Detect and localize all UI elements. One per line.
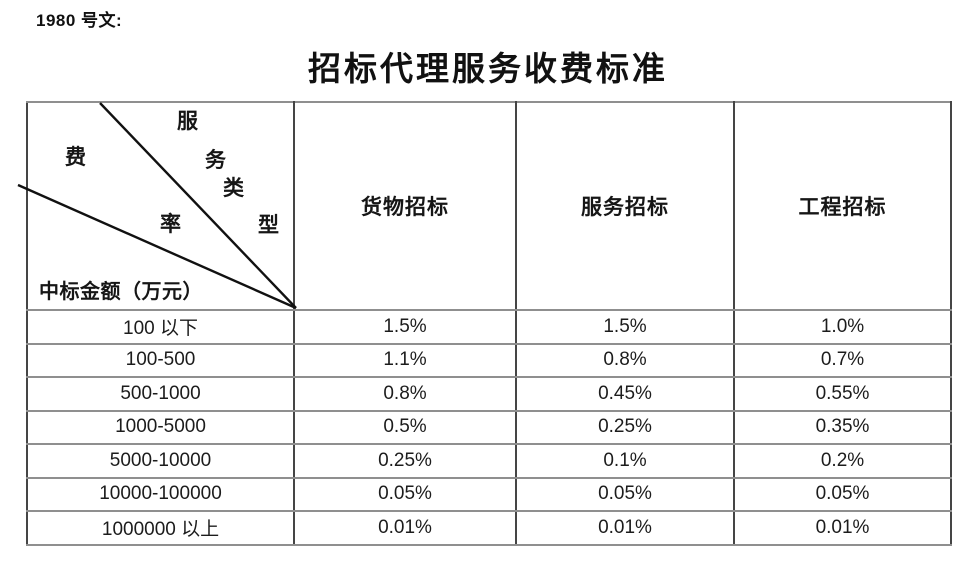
- rate-cell: 1.0%: [733, 309, 952, 345]
- table-row: 1000-5000 0.5% 0.25% 0.35%: [26, 409, 952, 445]
- rate-cell: 0.55%: [733, 376, 952, 412]
- diagonal-corner-cell: 服 费 务 类 率 型 中标金额（万元）: [17, 101, 297, 311]
- rate-cell: 0.25%: [515, 409, 735, 445]
- rate-cell: 1.5%: [515, 309, 735, 345]
- table-header-row: 服 费 务 类 率 型 中标金额（万元） 货物招标 服务招标 工程招标: [17, 101, 952, 311]
- rate-cell: 0.5%: [293, 409, 517, 445]
- rate-cell: 1.1%: [293, 342, 517, 378]
- amount-range-cell: 100 以下: [26, 309, 295, 345]
- table-row: 100-500 1.1% 0.8% 0.7%: [26, 342, 952, 378]
- column-header-services-bidding: 服务招标: [515, 101, 735, 311]
- amount-range-cell: 5000-10000: [26, 443, 295, 479]
- rate-cell: 0.01%: [733, 510, 952, 546]
- amount-range-cell: 500-1000: [26, 376, 295, 412]
- corner-label-service-type-char: 类: [223, 176, 245, 200]
- corner-label-fee-rate-char: 费: [65, 145, 87, 169]
- rate-cell: 0.2%: [733, 443, 952, 479]
- amount-range-cell: 1000000 以上: [26, 510, 295, 546]
- column-header-engineering-bidding: 工程招标: [733, 101, 952, 311]
- corner-label-fee-rate-char: 率: [160, 212, 182, 236]
- table-row: 1000000 以上 0.01% 0.01% 0.01%: [26, 510, 952, 546]
- amount-range-cell: 10000-100000: [26, 476, 295, 512]
- rate-cell: 0.7%: [733, 342, 952, 378]
- corner-label-service-type-char: 务: [205, 148, 227, 172]
- corner-label-bid-amount: 中标金额（万元）: [39, 281, 203, 303]
- diagonal-split-lines: [17, 102, 297, 310]
- document-ref-label: 1980 号文:: [36, 11, 123, 30]
- rate-cell: 0.45%: [515, 376, 735, 412]
- table-row: 5000-10000 0.25% 0.1% 0.2%: [26, 443, 952, 479]
- rate-cell: 0.8%: [515, 342, 735, 378]
- rate-cell: 1.5%: [293, 309, 517, 345]
- rate-cell: 0.01%: [293, 510, 517, 546]
- table-row: 100 以下 1.5% 1.5% 1.0%: [26, 309, 952, 345]
- amount-range-cell: 100-500: [26, 342, 295, 378]
- fee-rate-table: 服 费 务 类 率 型 中标金额（万元） 货物招标 服务招标 工程招标 100 …: [17, 101, 952, 546]
- rate-cell: 0.1%: [515, 443, 735, 479]
- page-title: 招标代理服务收费标准: [308, 52, 668, 88]
- amount-range-cell: 1000-5000: [26, 409, 295, 445]
- corner-label-service-type-char: 型: [258, 213, 280, 237]
- table-row: 10000-100000 0.05% 0.05% 0.05%: [26, 476, 952, 512]
- column-header-goods-bidding: 货物招标: [293, 101, 517, 311]
- rate-cell: 0.05%: [515, 476, 735, 512]
- table-row: 500-1000 0.8% 0.45% 0.55%: [26, 376, 952, 412]
- rate-cell: 0.01%: [515, 510, 735, 546]
- rate-cell: 0.8%: [293, 376, 517, 412]
- rate-cell: 0.05%: [733, 476, 952, 512]
- corner-label-service-type-char: 服: [177, 109, 199, 133]
- rate-cell: 0.05%: [293, 476, 517, 512]
- rate-cell: 0.25%: [293, 443, 517, 479]
- rate-cell: 0.35%: [733, 409, 952, 445]
